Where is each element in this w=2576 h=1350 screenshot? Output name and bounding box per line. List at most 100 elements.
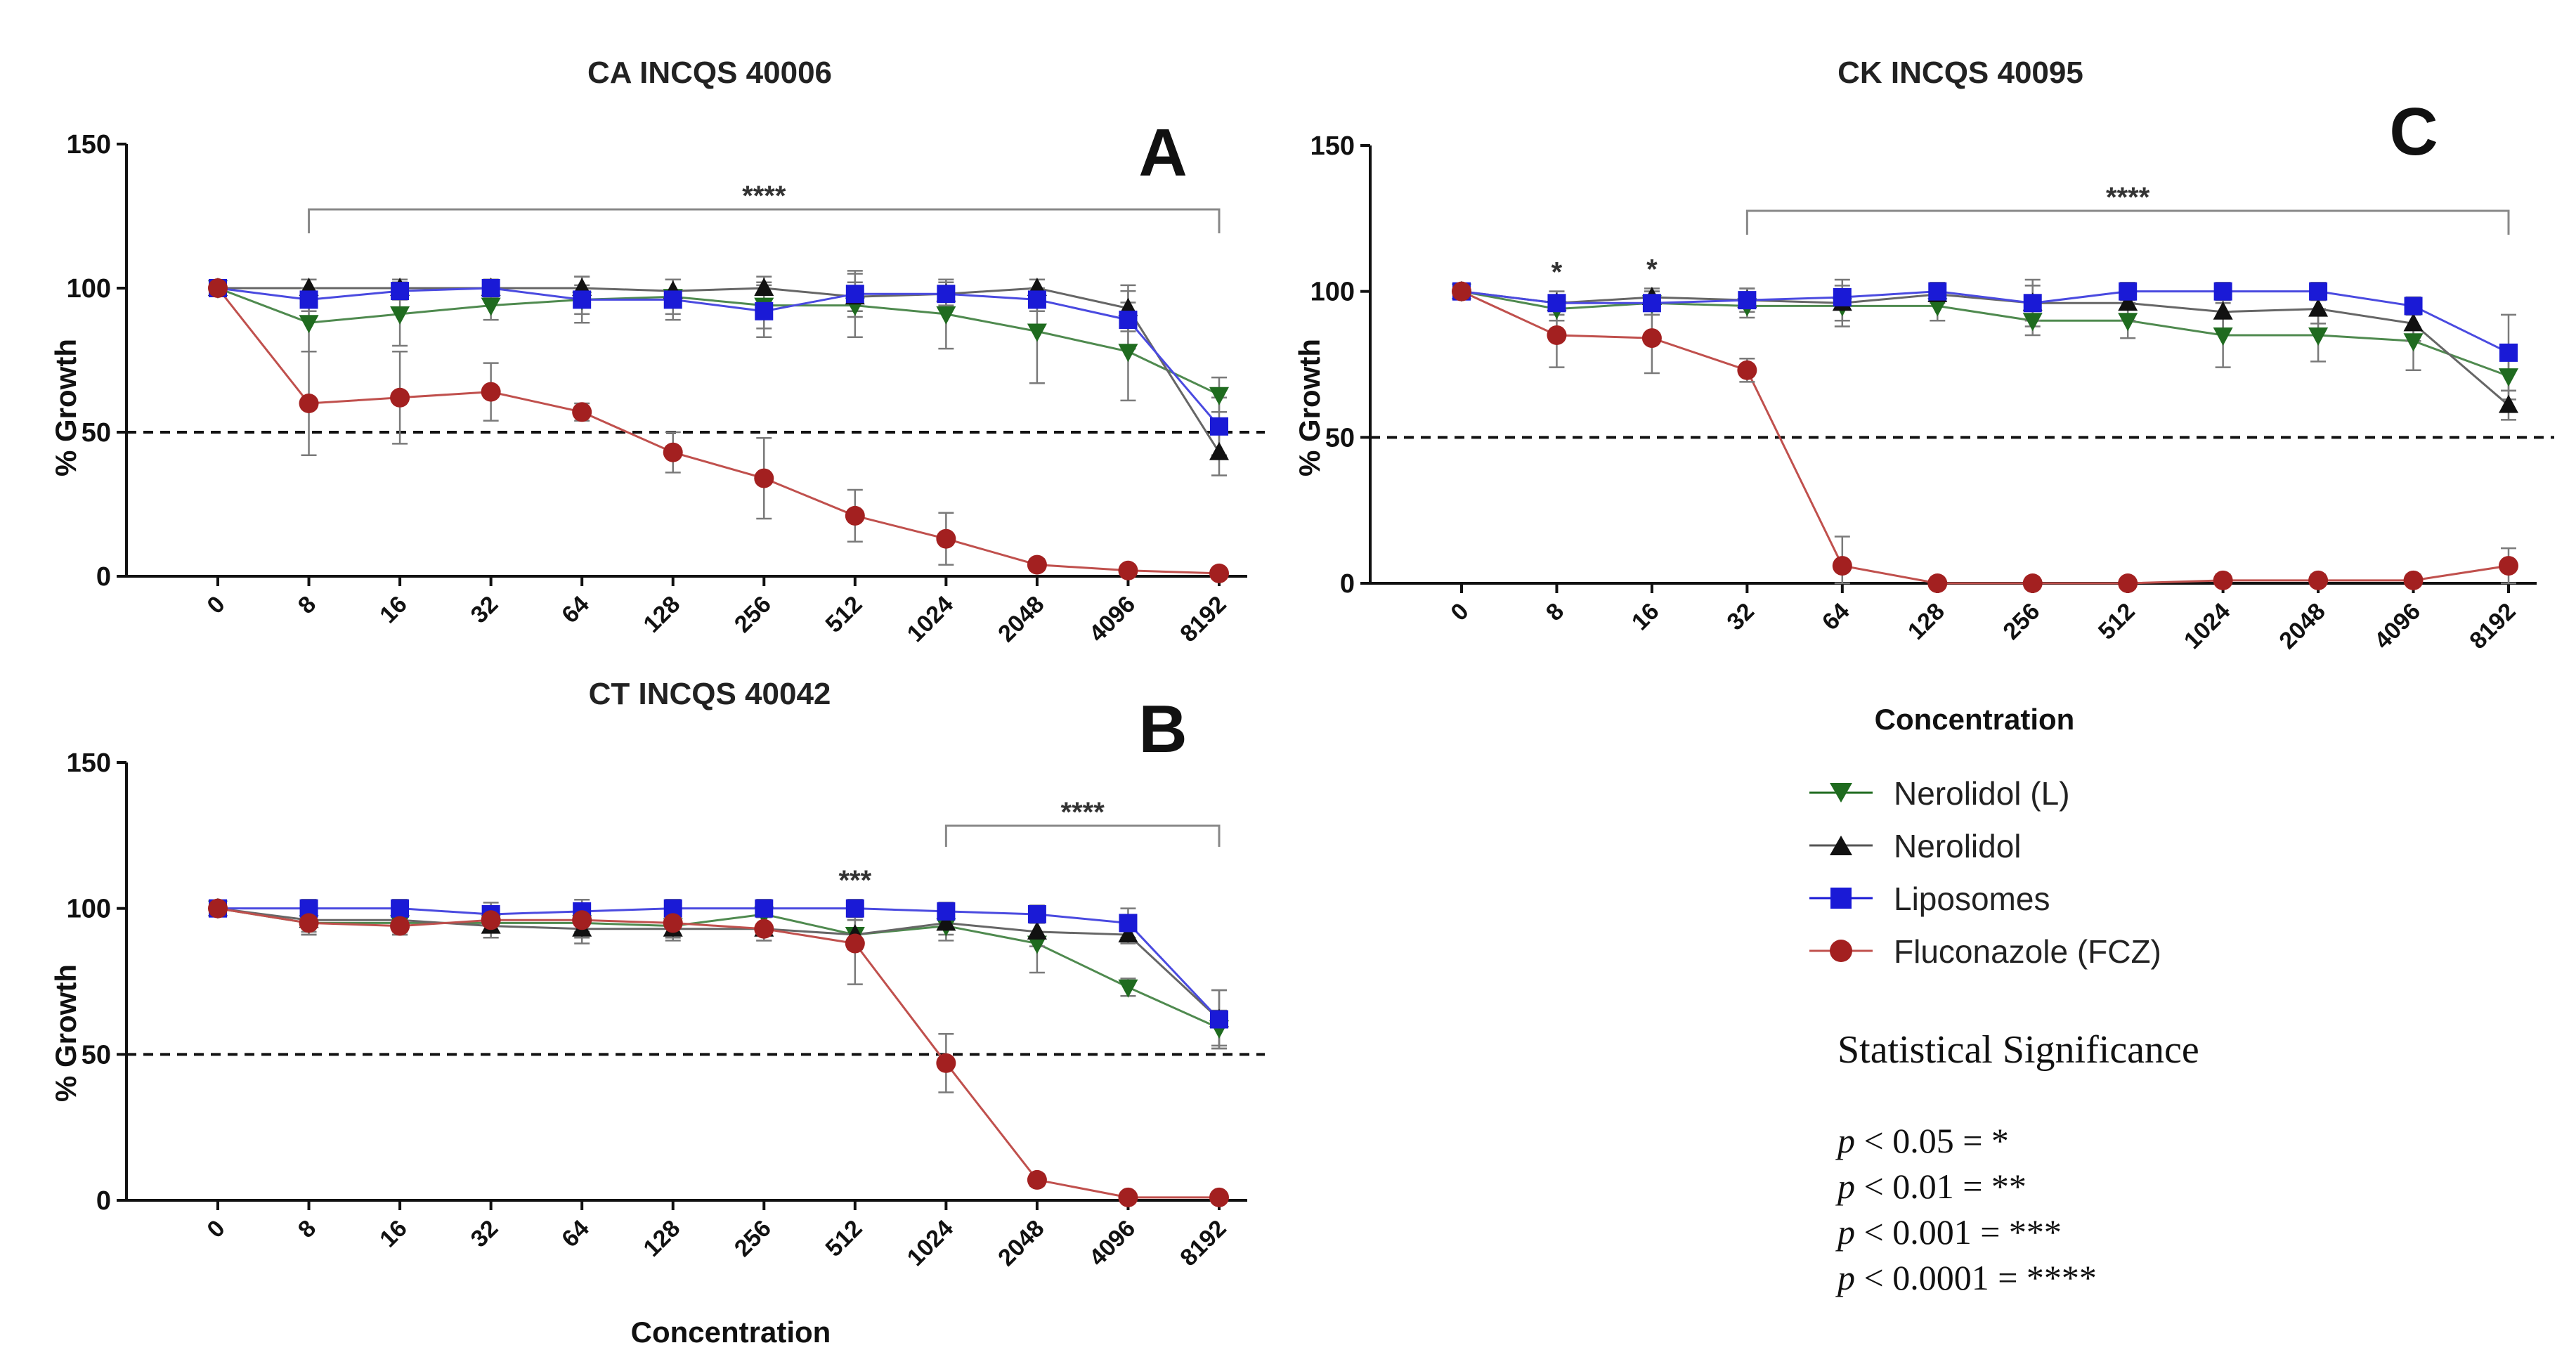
panel-b-plot: 0 50 100 150 0 8 16 32 64 128 256 512 1024 2048 4096 81… <box>67 748 1265 1271</box>
liposomes-series-line <box>1461 290 2509 354</box>
significance-line-1: p < 0.05 = * <box>1835 1121 2009 1160</box>
liposomes-series-line <box>218 907 1221 1020</box>
fluconazole-point <box>208 278 228 298</box>
panel-a-label: A <box>1138 115 1187 190</box>
liposomes-point <box>1210 1010 1228 1029</box>
nerolidol-point <box>2403 313 2424 332</box>
nerolidol-l-point <box>390 306 410 325</box>
significance-line-3: p < 0.001 = *** <box>1835 1212 2062 1252</box>
y-tick-label: 0 <box>96 1186 111 1216</box>
fluconazole-series-line <box>216 287 1220 575</box>
nerolidol-l-point <box>481 297 501 316</box>
nerolidol-l-point <box>2308 327 2329 346</box>
fluconazole-point <box>663 913 683 933</box>
y-tick-label: 0 <box>1340 569 1355 599</box>
liposomes-point <box>2499 343 2518 362</box>
y-tick-label: 150 <box>1310 131 1355 161</box>
fluconazole-point <box>2213 570 2233 590</box>
significance-line-4: p < 0.0001 = **** <box>1835 1258 2097 1297</box>
x-tick-label: 0 <box>1445 598 1474 626</box>
fluconazole-point <box>936 528 956 549</box>
panel-c-plot: 0 50 100 150 0 8 16 32 64 128 256 512 1024 2048 4096 81… <box>1310 131 2554 654</box>
nerolidol-l-series-line <box>217 287 1220 396</box>
panel-b-xlabel: Concentration <box>631 1316 831 1349</box>
liposomes-point <box>391 899 410 918</box>
nerolidol-point <box>2499 394 2518 413</box>
liposomes-point <box>1642 294 1661 313</box>
significance-annotation: *** <box>838 865 871 896</box>
x-tick-label: 1024 <box>902 591 958 647</box>
x-tick-label: 4096 <box>1084 591 1140 647</box>
nerolidol-point <box>2308 298 2329 317</box>
x-tick-label: 4096 <box>2369 598 2426 654</box>
x-tick-label: 8 <box>293 591 321 619</box>
x-tick-label: 2048 <box>993 591 1049 647</box>
x-tick-label: 512 <box>820 1215 867 1262</box>
liposomes-point <box>2213 282 2232 301</box>
x-tick-label: 8192 <box>1175 1215 1231 1271</box>
significance-bracket <box>308 208 1221 233</box>
panel-c-ylabel: % Growth <box>1293 339 1326 476</box>
fluconazole-point <box>1737 360 1757 380</box>
fluconazole-point <box>1118 560 1138 580</box>
x-tick-label: 128 <box>638 1215 685 1262</box>
nerolidol-point <box>1118 924 1138 943</box>
fluconazole-series-line <box>1461 290 2509 585</box>
x-tick-label: 8192 <box>1175 591 1231 647</box>
x-tick-label: 8192 <box>2464 598 2520 654</box>
fluconazole-point <box>1209 563 1229 583</box>
significance-key: Statistical Significance p < 0.05 = * p … <box>1835 1028 2199 1297</box>
x-tick-label: 16 <box>375 591 412 629</box>
nerolidol-point <box>1209 441 1229 460</box>
x-tick-label: 16 <box>1627 598 1665 636</box>
fluconazole-point <box>936 1053 956 1073</box>
x-tick-label: 256 <box>729 1215 776 1262</box>
liposomes-point <box>845 899 864 918</box>
panel-c: CK INCQS 40095 C % Growth Concentration … <box>1293 56 2554 736</box>
panel-a-ylabel: % Growth <box>49 339 82 476</box>
nerolidol-l-point <box>1118 344 1138 363</box>
fluconazole-point <box>390 916 410 936</box>
y-tick-label: 50 <box>1325 423 1355 453</box>
x-tick-label: 4096 <box>1084 1215 1140 1271</box>
y-tick-label: 100 <box>67 895 111 924</box>
liposomes-point <box>845 285 864 304</box>
fluconazole-point <box>845 505 865 526</box>
x-tick-label: 512 <box>2093 598 2140 645</box>
panel-a-plot: 0 50 100 150 0 8 16 32 64 128 256 512 1024 2048 4096 81… <box>67 130 1265 647</box>
nerolidol-l-point <box>2022 313 2043 332</box>
panel-c-title: CK INCQS 40095 <box>1837 56 2083 90</box>
x-tick-label: 8 <box>1541 598 1569 626</box>
panel-c-xlabel: Concentration <box>1875 703 2075 736</box>
nerolidol-l-point <box>1027 323 1047 342</box>
fluconazole-point <box>2022 573 2043 593</box>
y-tick-label: 100 <box>67 274 111 304</box>
fluconazole-point <box>390 387 410 408</box>
legend-label: Liposomes <box>1894 881 2050 917</box>
liposomes-point <box>937 902 956 921</box>
liposomes-point <box>1738 291 1757 310</box>
y-tick-label: 0 <box>96 562 111 592</box>
legend-entry-nerolidol: Nerolidol <box>1809 828 2022 864</box>
panel-b-label: B <box>1138 692 1187 767</box>
y-tick-label: 50 <box>82 1040 111 1070</box>
bracket-stars: **** <box>2106 182 2150 213</box>
liposomes-point <box>1027 904 1046 923</box>
fluconazole-point <box>2308 570 2329 590</box>
fluconazole-point <box>845 933 865 954</box>
fluconazole-point <box>1927 573 1948 593</box>
liposomes-point <box>937 285 956 304</box>
fluconazole-point <box>1832 556 1852 576</box>
bracket-stars: **** <box>742 181 786 212</box>
nerolidol-point <box>2213 301 2233 320</box>
x-tick-label: 0 <box>202 1215 230 1243</box>
liposomes-point <box>1119 311 1138 330</box>
nerolidol-l-point <box>2213 327 2233 346</box>
liposomes-point <box>299 290 318 309</box>
fluconazole-point <box>481 382 501 402</box>
liposomes-point <box>2404 297 2423 316</box>
fluconazole-series-line <box>217 907 1219 1199</box>
circle-marker <box>1830 940 1852 962</box>
x-tick-label: 256 <box>729 591 776 638</box>
fluconazole-point <box>1209 1187 1229 1207</box>
